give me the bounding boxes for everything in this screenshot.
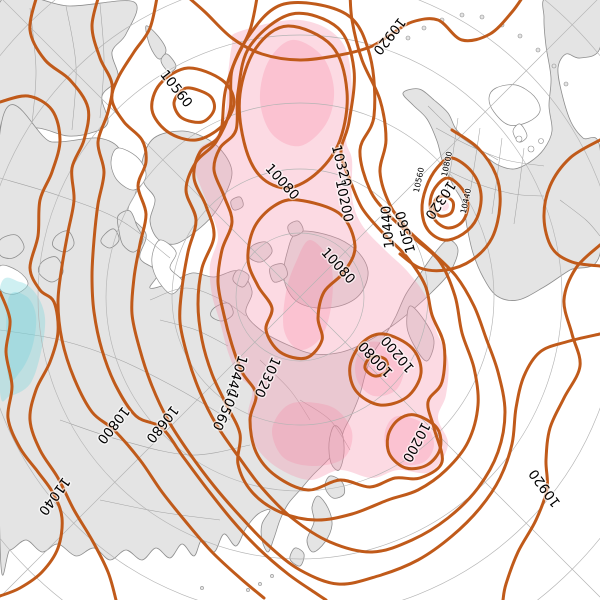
island-aleutian <box>479 14 485 20</box>
negative-anomaly-shading <box>0 277 46 402</box>
bay-white-sea <box>110 147 147 191</box>
contour-10560-ring <box>110 0 600 586</box>
contour-10800-ring <box>398 128 502 273</box>
bay-hudson <box>488 84 541 126</box>
bay-black-sea <box>0 264 29 295</box>
positive-anomaly-shading <box>194 19 449 481</box>
contour-11040-southwest <box>0 290 64 598</box>
contour-10320-ring <box>192 1 480 522</box>
island-ryukyu <box>200 586 204 590</box>
latitude-circle <box>105 102 495 492</box>
positive-anomaly-shading-core <box>259 39 335 147</box>
contour-10800-ring <box>28 0 266 600</box>
island-ryukyu <box>270 574 274 578</box>
political-border <box>467 127 481 207</box>
political-border <box>149 287 247 317</box>
lake-great-lakes <box>515 135 523 143</box>
political-border <box>0 177 171 259</box>
anomaly-shading-layer <box>0 19 449 481</box>
positive-anomaly-shading-core <box>354 341 405 397</box>
positive-anomaly-shading-core <box>283 240 333 351</box>
contour-label-10920: 10920 <box>526 466 564 510</box>
landmass-north-america <box>402 0 600 301</box>
country-borders-layer <box>0 3 600 521</box>
political-border <box>435 127 545 167</box>
island-ireland <box>100 228 120 249</box>
contour-label-10920: 10920 <box>369 14 408 58</box>
contour-10200-cell <box>385 413 443 471</box>
political-border <box>59 419 251 456</box>
island-aleutian <box>517 33 523 39</box>
contour-10560-ring <box>420 156 483 242</box>
landmass-south-europe <box>0 234 25 259</box>
island-svalbard <box>230 196 244 211</box>
political-border <box>427 105 499 161</box>
positive-anomaly-shading-core <box>384 415 434 466</box>
island-novaya-zemlya <box>160 53 177 73</box>
latitude-circle <box>235 232 365 362</box>
peninsula-kamchatka <box>406 305 435 362</box>
contour-label-10560: 10560 <box>412 167 426 194</box>
political-border <box>0 329 231 421</box>
lake-great-lakes <box>538 138 544 144</box>
island-sakhalin <box>328 425 345 471</box>
contour-10200-ring <box>212 11 447 492</box>
island-aleutian <box>405 35 411 41</box>
island-aleutian <box>563 81 569 87</box>
political-border <box>513 147 525 225</box>
latitude-circle <box>37 34 563 560</box>
contour-10080-cell <box>348 332 423 407</box>
contour-10080-cell <box>246 198 357 361</box>
contour-10920-west <box>0 94 118 600</box>
contour-inner-ring <box>363 354 390 378</box>
island-arctic <box>269 263 288 283</box>
political-border <box>259 359 311 421</box>
contour-10920-top <box>189 0 523 62</box>
political-border <box>445 117 459 197</box>
political-border <box>99 499 221 521</box>
contour-10560-inner <box>172 86 216 124</box>
bay-baltic-sea <box>151 239 183 295</box>
contour-10080-cell <box>237 24 349 190</box>
contour-10440-ring <box>428 176 470 230</box>
island-ryukyu <box>246 588 250 592</box>
island-ryukyu <box>258 582 262 586</box>
contour-10800-east <box>542 138 600 268</box>
island-japan-honshu <box>306 495 333 553</box>
lake-great-lakes <box>527 145 535 153</box>
contour-10440-ring <box>178 0 507 554</box>
contour-10680-ring <box>90 0 328 600</box>
negative-anomaly-shading-core <box>6 291 37 382</box>
contour-label-10440: 10440 <box>378 205 398 249</box>
island-aleutian <box>535 47 541 53</box>
political-border <box>299 399 351 451</box>
island-japan-kyushu <box>289 547 305 567</box>
political-border <box>99 3 105 119</box>
contour-10320-cell <box>432 194 456 218</box>
political-border <box>559 199 600 237</box>
contour-10920-southeast <box>501 243 600 600</box>
political-border <box>159 319 229 347</box>
political-border <box>65 5 77 131</box>
island-aleutian <box>551 63 557 69</box>
positive-anomaly-shading-core <box>271 401 353 466</box>
political-border <box>441 167 545 197</box>
island-aleutian <box>459 12 465 18</box>
island-arctic <box>232 269 250 288</box>
positive-anomaly-shading-core <box>439 201 449 211</box>
island-aleutian <box>421 25 427 31</box>
